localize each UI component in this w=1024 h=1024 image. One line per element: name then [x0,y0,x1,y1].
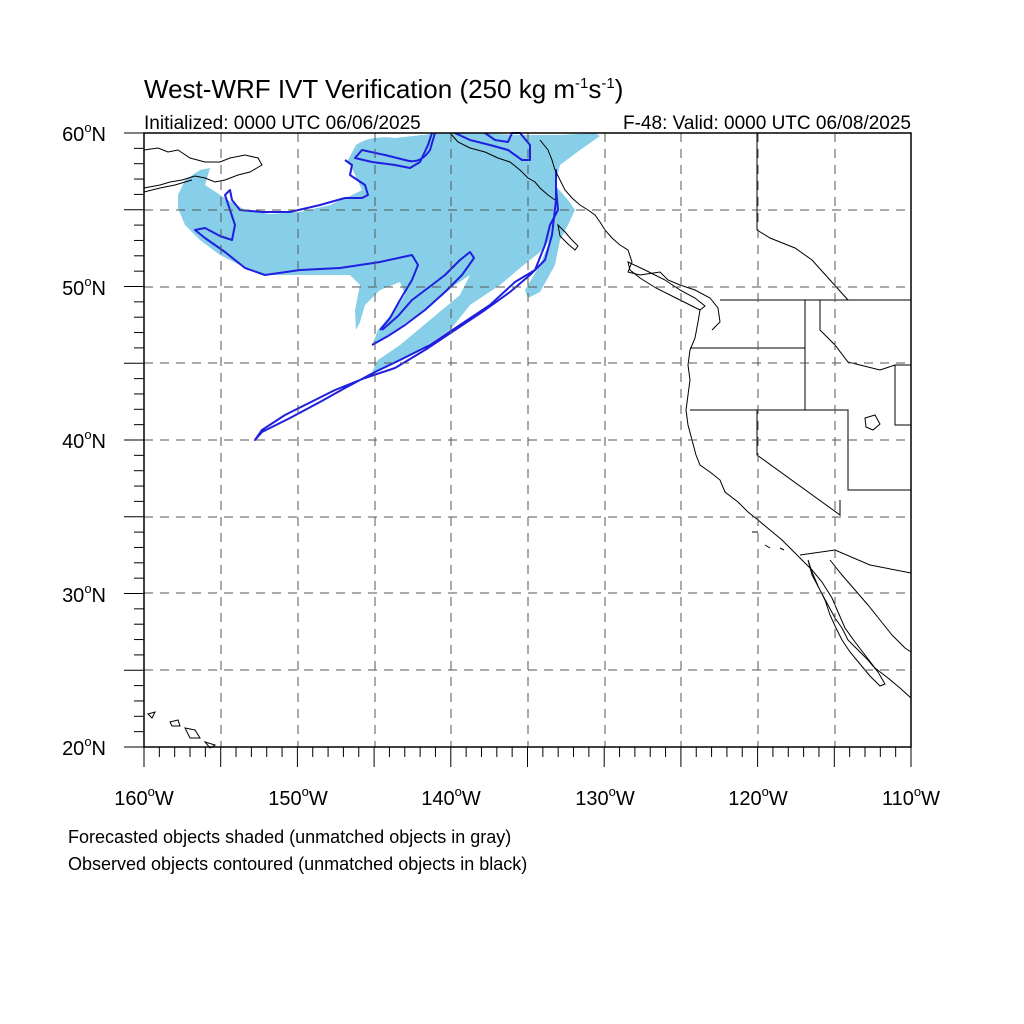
lon-label-160: 160oW [114,784,174,810]
vancouver-island [627,261,706,311]
lon-label-110: 110oW [882,784,940,810]
initialized-time: Initialized: 0000 UTC 06/06/2025 [144,113,421,134]
axis-ticks [124,132,912,767]
lon-label-150: 150oW [268,784,328,810]
gulf-of-california-coast [829,559,912,653]
canada-province-border [756,133,849,301]
lat-label-30: 30oN [62,581,106,607]
forecast-ivt-object [178,133,600,372]
observed-contour-main [354,132,436,169]
forecast-note: Forecasted objects shaded (unmatched obj… [68,827,511,847]
alaska-coastline [143,147,263,189]
observed-contour-arm [194,159,419,331]
state-border [804,348,911,491]
lat-label-50: 50oN [62,274,106,300]
us-mexico-border [799,549,912,574]
hawaii-islands [147,711,217,749]
channel-islands [752,531,785,551]
state-border [690,300,806,349]
state-border [819,300,911,371]
bc-coastline [539,139,721,331]
alaska-gulf-coast [449,132,556,201]
lon-label-120: 120oW [728,784,788,810]
alaska-peninsula [143,179,193,193]
observed-ivt-contours [194,132,559,441]
state-border [894,365,911,426]
observed-contour-arm [371,251,475,346]
observed-contour-main [254,169,559,441]
baja-california [807,559,886,687]
latitude-labels: 60oN 50oN 40oN 30oN 20oN [62,120,106,760]
lat-label-20: 20oN [62,734,106,760]
lat-label-40: 40oN [62,427,106,453]
great-salt-lake [864,414,881,431]
observed-contour-north [454,132,531,161]
us-west-coastline [685,309,912,699]
lon-label-130: 130oW [575,784,635,810]
map-title: West-WRF IVT Verification (250 kg m-1s-1… [144,74,623,104]
longitude-labels: 160oW 150oW 140oW 130oW 120oW 110oW [114,784,940,810]
haida-gwaii [557,223,579,251]
coastlines [143,132,912,749]
lat-label-60: 60oN [62,120,106,146]
observed-note: Observed objects contoured (unmatched ob… [68,854,527,874]
valid-time: F-48: Valid: 0000 UTC 06/08/2025 [623,113,911,134]
state-border [756,410,841,516]
lon-label-140: 140oW [421,784,481,810]
graticule [144,133,911,747]
